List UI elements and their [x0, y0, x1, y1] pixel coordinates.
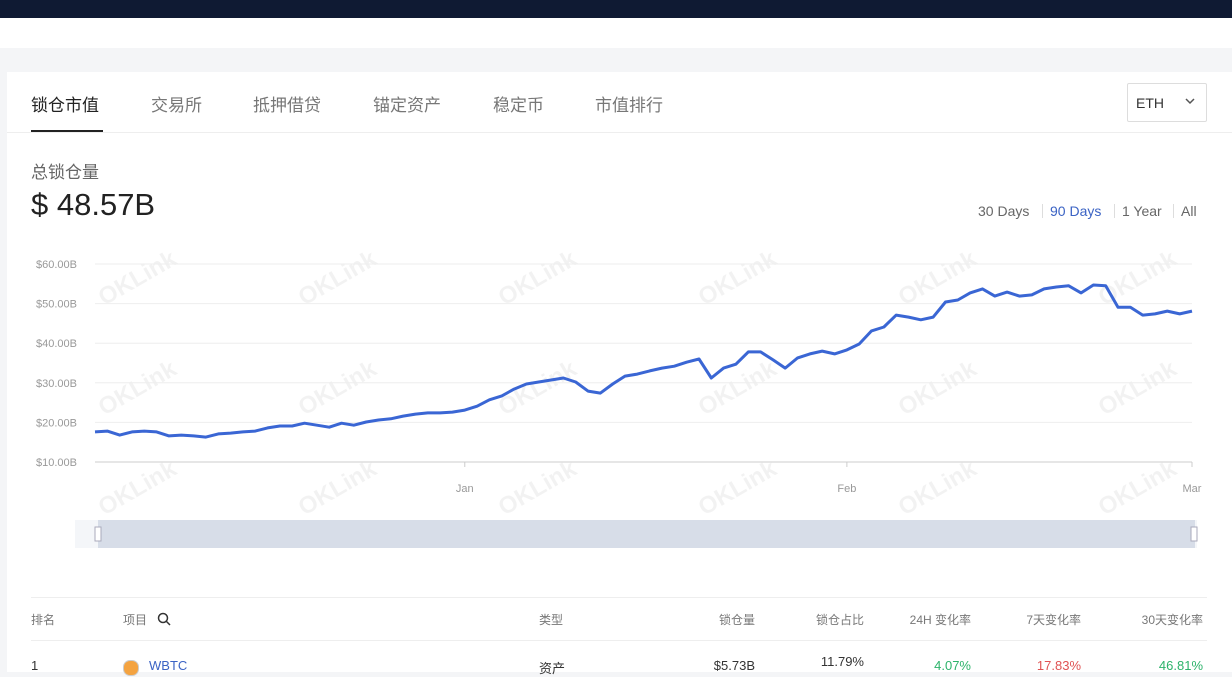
- chain-select-text: ETH: [1136, 95, 1164, 111]
- line-series: [94, 283, 1193, 439]
- zoom-slider-window: [98, 520, 1195, 548]
- range-separator: [1042, 204, 1043, 218]
- watermark: OKLink: [894, 455, 982, 521]
- x-tick-label: Mar: [1183, 483, 1202, 495]
- range-separator: [1173, 204, 1174, 218]
- table-cell: 17.83%: [1036, 658, 1081, 673]
- tab[interactable]: 市值排行: [595, 96, 663, 115]
- watermark: OKLink: [94, 455, 182, 521]
- tab-divider: [7, 132, 1232, 133]
- table-header[interactable]: 24H 变化率: [909, 613, 971, 627]
- range-button[interactable]: 30 Days: [978, 203, 1030, 219]
- watermark: OKLink: [694, 355, 782, 421]
- tab[interactable]: 稳定币: [493, 96, 544, 115]
- watermark: OKLink: [1094, 245, 1182, 311]
- table-header: 锁仓量: [718, 613, 755, 627]
- y-tick-label: $40.00B: [36, 338, 77, 350]
- tab[interactable]: 交易所: [151, 96, 202, 115]
- watermark: OKLink: [294, 355, 382, 421]
- range-button[interactable]: 90 Days: [1050, 203, 1102, 219]
- tab[interactable]: 锚定资产: [373, 96, 441, 115]
- watermark: OKLink: [1094, 355, 1182, 421]
- chart: OKLink OKLink OKLink OKLink OKLink OKLink OKLi…: [36, 245, 1202, 548]
- chain-select[interactable]: ETH: [1127, 83, 1207, 122]
- table-header[interactable]: 类型: [539, 613, 564, 627]
- table-header: 排名: [31, 613, 56, 627]
- card: [7, 72, 1232, 672]
- search-icon[interactable]: [157, 612, 171, 631]
- project-icon: [123, 660, 139, 676]
- watermark: OKLink: [894, 245, 982, 311]
- header-strip: [0, 18, 1232, 48]
- x-tick-label: Feb: [837, 483, 856, 495]
- tvl-value: $ 48.57B: [31, 187, 156, 222]
- table-cell: 11.79%: [820, 654, 864, 669]
- watermark: OKLink: [94, 245, 182, 311]
- table-cell: 资产: [539, 661, 566, 676]
- table-header: 锁仓占比: [815, 613, 864, 627]
- range-button[interactable]: All: [1181, 203, 1197, 219]
- watermark: OKLink: [294, 455, 382, 521]
- header-divider: [31, 640, 1207, 641]
- table-header[interactable]: 30天变化率: [1141, 613, 1203, 627]
- tab[interactable]: 锁仓市值: [31, 96, 99, 115]
- watermark: OKLink: [294, 245, 382, 311]
- watermark: OKLink: [1094, 455, 1182, 521]
- zoom-handle: [94, 526, 102, 542]
- table-header: 项目: [123, 613, 148, 627]
- range-button[interactable]: 1 Year: [1122, 203, 1162, 219]
- table-cell: $5.73B: [713, 658, 755, 673]
- y-tick-label: $20.00B: [36, 417, 77, 429]
- watermark: OKLink: [494, 245, 582, 311]
- watermark: OKLink: [894, 355, 982, 421]
- table-cell: 4.07%: [934, 658, 971, 673]
- table-cell: 1: [31, 658, 39, 673]
- table-header[interactable]: 7天变化率: [1026, 613, 1081, 627]
- table-cell[interactable]: WBTC: [149, 658, 188, 673]
- watermark: OKLink: [494, 455, 582, 521]
- watermark: OKLink: [694, 455, 782, 521]
- x-tick-label: Jan: [456, 483, 474, 495]
- table-divider: [31, 597, 1207, 598]
- y-tick-label: $30.00B: [36, 378, 77, 390]
- top-nav: [0, 0, 1232, 18]
- y-tick-label: $60.00B: [36, 259, 77, 271]
- tab[interactable]: 抵押借贷: [253, 96, 321, 115]
- zoom-handle: [1190, 526, 1198, 542]
- table-cell: 46.81%: [1158, 658, 1203, 673]
- watermark: OKLink: [494, 355, 582, 421]
- watermark: OKLink: [94, 355, 182, 421]
- tab-underline: [31, 130, 103, 132]
- y-tick-label: $50.00B: [36, 299, 77, 311]
- range-separator: [1114, 204, 1115, 218]
- y-tick-label: $10.00B: [36, 457, 77, 469]
- tvl-label: 总锁仓量: [31, 163, 99, 182]
- watermark: OKLink: [694, 245, 782, 311]
- chevron: [1185, 98, 1195, 105]
